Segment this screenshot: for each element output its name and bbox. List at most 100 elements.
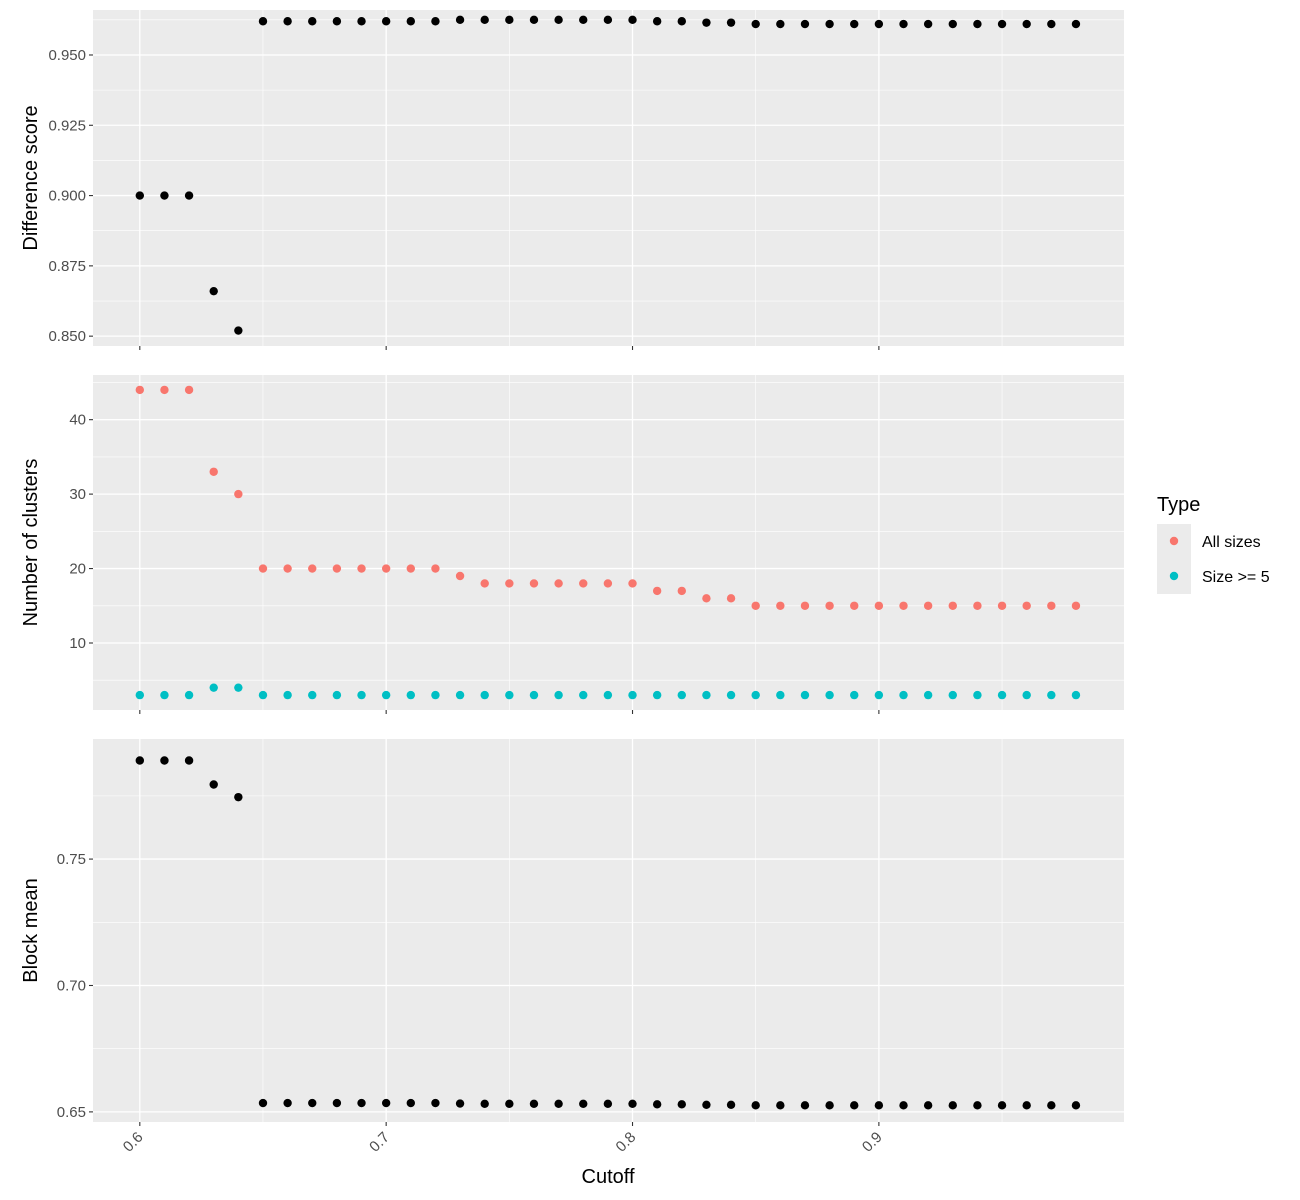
y-tick-label: 0.75	[57, 851, 86, 868]
data-point	[505, 690, 514, 700]
data-point	[751, 19, 760, 29]
data-point	[997, 1101, 1007, 1110]
data-point	[406, 564, 415, 573]
data-point	[480, 690, 489, 700]
data-point	[628, 15, 637, 25]
data-point	[603, 579, 613, 588]
y-tick-label: 0.900	[48, 188, 86, 205]
data-point	[677, 690, 686, 700]
data-point	[726, 690, 736, 700]
data-point	[1047, 19, 1056, 29]
data-point	[948, 1101, 957, 1110]
y-tick-label: 30	[69, 486, 86, 503]
data-point	[1071, 601, 1081, 610]
panel-2: 10 20 30 40 Number of clusters	[20, 375, 1124, 714]
data-point	[529, 15, 539, 25]
data-point	[1071, 690, 1081, 700]
data-point	[554, 579, 563, 588]
y-axis-title: Block mean	[20, 878, 42, 983]
data-point	[1071, 19, 1081, 29]
data-point	[234, 792, 243, 802]
data-point	[381, 17, 391, 26]
data-point	[726, 594, 736, 603]
data-point	[381, 564, 391, 573]
y-tick-label: 0.950	[48, 47, 86, 64]
data-point	[973, 601, 982, 610]
data-point	[308, 1098, 317, 1108]
data-point	[652, 690, 662, 700]
data-point	[258, 17, 268, 26]
data-point	[529, 1099, 539, 1108]
legend-key-point	[1169, 536, 1179, 546]
data-point	[160, 385, 169, 395]
data-point	[800, 690, 810, 700]
data-point	[234, 683, 243, 692]
data-point	[135, 690, 145, 700]
data-point	[431, 564, 440, 573]
data-point	[800, 19, 810, 29]
data-point	[973, 19, 982, 29]
series-1	[135, 15, 1081, 335]
data-point	[283, 1098, 292, 1108]
data-point	[209, 780, 218, 789]
data-point	[332, 1098, 342, 1108]
data-point	[628, 579, 637, 588]
data-point	[603, 690, 613, 700]
data-point	[579, 15, 588, 25]
data-point	[357, 564, 366, 573]
data-point	[825, 690, 834, 700]
data-point	[579, 579, 588, 588]
data-point	[160, 756, 169, 765]
data-point	[184, 385, 194, 395]
data-point	[184, 690, 194, 700]
data-point	[776, 19, 785, 29]
data-point	[751, 601, 760, 610]
data-point	[135, 385, 145, 395]
data-point	[1047, 1101, 1056, 1110]
data-point	[431, 690, 440, 700]
data-point	[948, 19, 957, 29]
panel-1: 0.850 0.875 0.900 0.925 0.950 Difference scor…	[20, 10, 1124, 350]
data-point	[308, 17, 317, 26]
data-point	[480, 579, 489, 588]
data-point	[283, 690, 292, 700]
y-tick-label: 0.850	[48, 328, 86, 345]
data-point	[652, 17, 662, 26]
data-point	[160, 690, 169, 700]
data-point	[332, 690, 342, 700]
data-point	[751, 690, 760, 700]
data-point	[997, 601, 1007, 610]
data-point	[1022, 690, 1031, 700]
series-1	[135, 756, 1081, 1110]
y-tick-label: 0.875	[48, 258, 86, 275]
panels: 0.850 0.875 0.900 0.925 0.950 Difference scor…	[20, 10, 1124, 1126]
legend-label: Size >= 5	[1202, 569, 1270, 586]
data-point	[850, 19, 859, 29]
data-point	[997, 690, 1007, 700]
data-point	[283, 17, 292, 26]
legend-title: Type	[1157, 494, 1200, 516]
y-tick-label: 0.925	[48, 117, 86, 134]
data-point	[702, 18, 711, 27]
data-point	[579, 1099, 588, 1108]
data-point	[455, 571, 465, 581]
data-point	[258, 1098, 268, 1108]
data-point	[923, 1101, 933, 1110]
data-point	[997, 19, 1007, 29]
data-point	[554, 1099, 563, 1108]
data-point	[135, 191, 145, 200]
data-point	[1022, 601, 1031, 610]
legend: Type All sizes Size >= 5	[1157, 494, 1270, 594]
data-point	[529, 690, 539, 700]
data-point	[209, 467, 218, 476]
data-point	[973, 690, 982, 700]
series-2	[135, 683, 1081, 700]
data-point	[800, 1101, 810, 1110]
data-point	[874, 19, 884, 29]
y-tick-label: 20	[69, 561, 86, 578]
y-axis-title: Difference score	[20, 105, 42, 250]
data-point	[899, 1101, 908, 1110]
data-point	[800, 601, 810, 610]
data-point	[234, 489, 243, 499]
y-tick-label: 10	[69, 635, 86, 652]
